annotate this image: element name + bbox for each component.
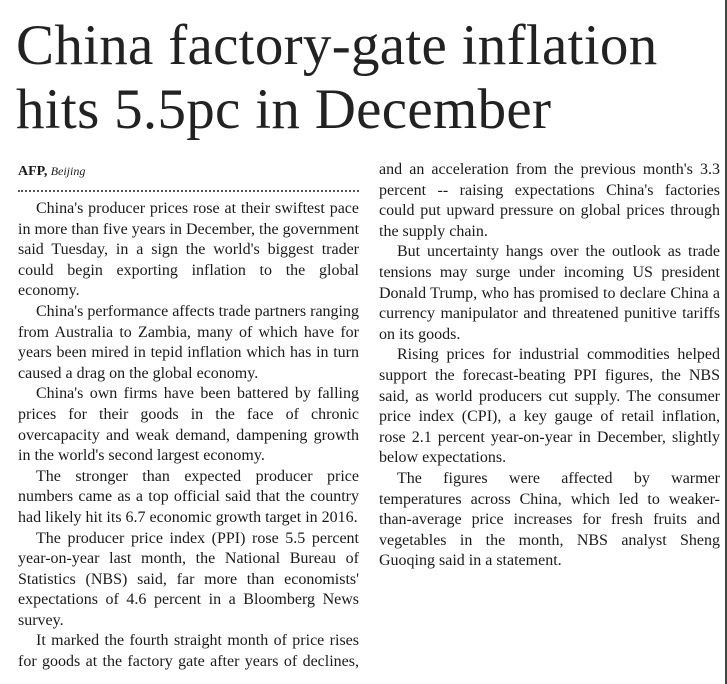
article-body: AFP, Beijing China's producer prices ros… — [18, 160, 720, 684]
paragraph: China's performance affects trade partne… — [18, 302, 359, 382]
headline: China factory-gate inflation hits 5.5pc … — [16, 14, 658, 141]
paragraph: China's own firms have been battered by … — [18, 385, 359, 465]
byline-location: Beijing — [50, 164, 86, 178]
paragraph: Rising prices for industrial commodities… — [379, 346, 720, 467]
byline-agency: AFP, — [18, 164, 48, 179]
paragraph: It marked the fourth straight month of p… — [18, 161, 720, 671]
paragraph: The stronger than expected producer pric… — [18, 467, 359, 526]
paragraph: China's producer prices rose at their sw… — [18, 200, 360, 300]
dotted-rule — [18, 190, 359, 192]
paragraph: The figures were affected by warmer temp… — [379, 469, 720, 570]
paragraph: The producer price index (PPI) rose 5.5 … — [18, 529, 359, 629]
paragraph: But uncertainty hangs over the outlook a… — [379, 243, 720, 343]
byline: AFP, Beijing — [18, 160, 359, 182]
